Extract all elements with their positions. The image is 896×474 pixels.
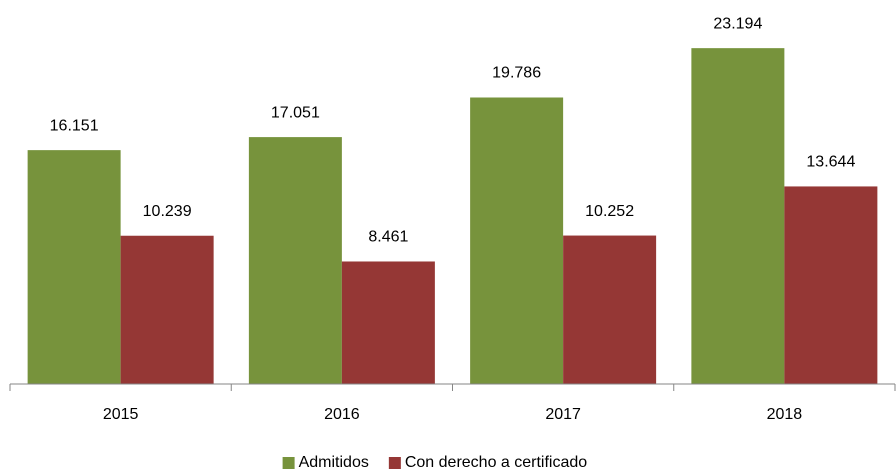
value-label: 8.461 [368,229,408,246]
bar [784,186,878,384]
bar [120,235,214,384]
x-tick-label: 2018 [767,406,803,423]
bar [563,235,657,384]
bar [470,97,564,384]
bar [248,137,342,384]
legend-swatch [388,457,401,469]
value-label: 13.644 [806,154,855,171]
value-label: 10.239 [143,203,192,220]
x-tick-label: 2015 [103,406,139,423]
legend: Admitidos Con derecho a certificado [282,454,587,471]
value-label: 17.051 [271,104,320,121]
value-label: 19.786 [492,65,541,82]
legend-label: Admitidos [299,454,369,471]
legend-swatch [282,457,295,469]
bar [341,261,435,384]
value-label: 23.194 [713,15,762,32]
x-tick-label: 2016 [324,406,360,423]
bar [27,150,121,384]
x-tick-label: 2017 [545,406,581,423]
bar [691,48,785,384]
value-label: 10.252 [585,203,634,220]
legend-label: Con derecho a certificado [405,454,587,471]
value-label: 16.151 [50,117,99,134]
